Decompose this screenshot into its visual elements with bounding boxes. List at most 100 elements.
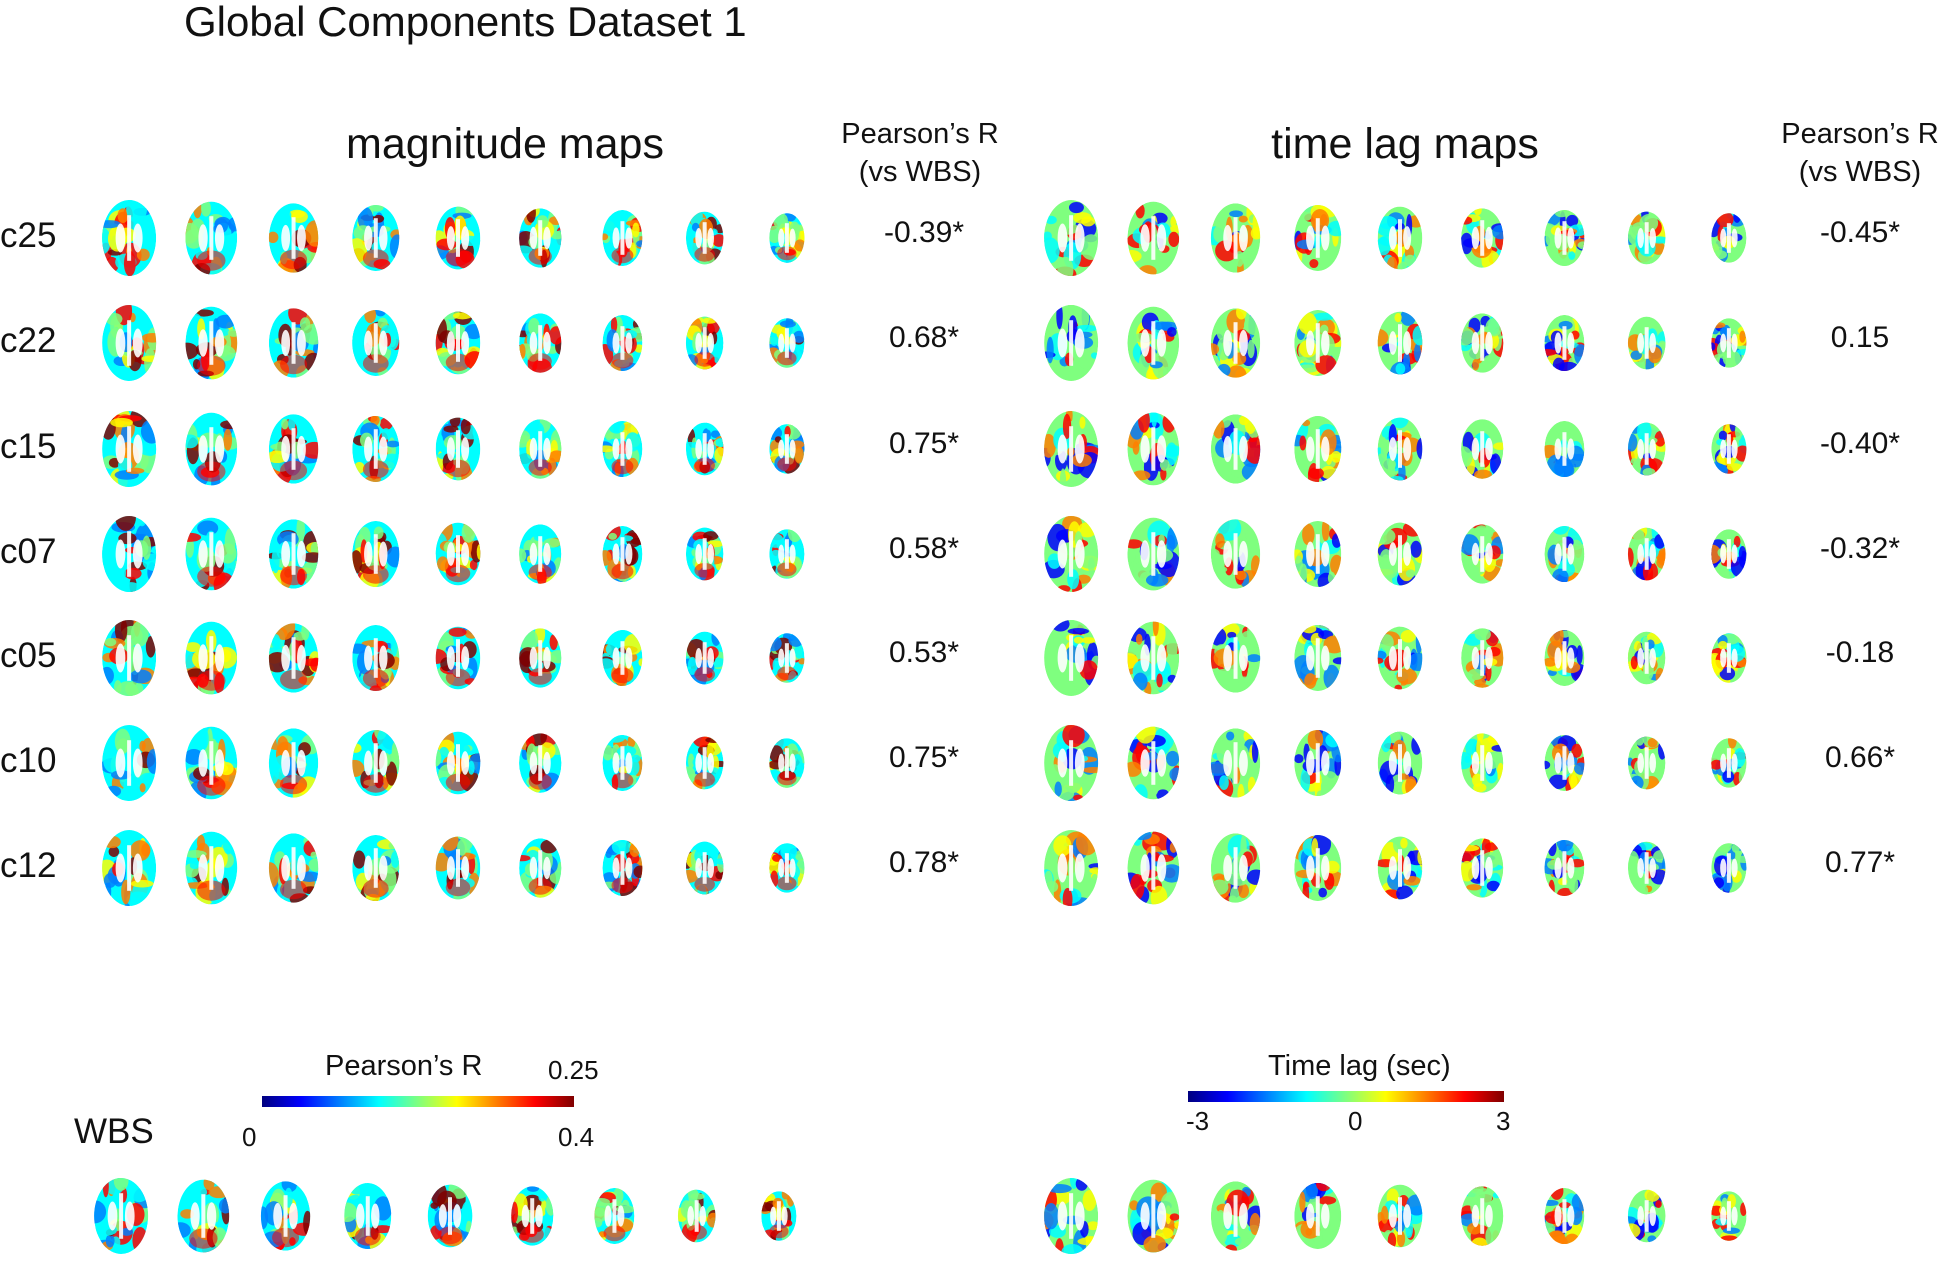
magnitude-pearson-r: 0.53*	[888, 636, 960, 669]
magnitude-map-strip-c15	[88, 399, 828, 499]
brain-slice	[1544, 420, 1585, 478]
brain-slice	[1210, 308, 1261, 378]
brain-slice	[1377, 731, 1423, 795]
magnitude-maps-title: magnitude maps	[346, 120, 664, 168]
brain-slice	[685, 211, 724, 265]
brain-slice	[1544, 209, 1585, 267]
brain-slice	[602, 839, 643, 897]
brain-slice	[1377, 626, 1423, 690]
row-label: c05	[0, 636, 57, 675]
brain-slice	[769, 843, 805, 893]
brain-slice	[1294, 834, 1342, 902]
timelag-pearson-r: 0.66*	[1824, 741, 1896, 774]
magnitude-pearson-r: 0.78*	[888, 846, 960, 879]
brain-slice	[435, 522, 481, 586]
brain-slice	[1461, 838, 1504, 898]
row-label: c07	[0, 532, 57, 571]
wbs-magnitude-strip	[80, 1166, 820, 1266]
brain-slice	[1044, 411, 1099, 487]
brain-slice	[352, 309, 400, 377]
brain-slice	[1461, 313, 1504, 373]
row-label: c12	[0, 846, 57, 885]
brain-slice	[102, 305, 157, 381]
brain-slice	[102, 516, 157, 592]
timelag-pearson-r: -0.45*	[1819, 216, 1901, 249]
brain-slice	[1127, 517, 1180, 591]
brain-slice	[352, 415, 400, 483]
row-label: c10	[0, 741, 57, 780]
brain-slice	[1294, 415, 1342, 483]
brain-slice	[185, 306, 238, 380]
brain-slice	[519, 733, 562, 793]
brain-slice	[685, 527, 724, 581]
brain-slice	[1210, 203, 1261, 273]
brain-slice	[1544, 629, 1585, 687]
magnitude-map-strip-c22	[88, 293, 828, 393]
brain-slice	[519, 313, 562, 373]
brain-slice	[352, 624, 400, 692]
brain-slice	[685, 422, 724, 476]
brain-slice	[602, 314, 643, 372]
brain-slice	[344, 1182, 392, 1250]
brain-slice	[1127, 1179, 1180, 1253]
brain-slice	[1461, 524, 1504, 584]
brain-slice	[1544, 314, 1585, 372]
timelag-pearson-r: -0.32*	[1819, 532, 1901, 565]
brain-slice	[511, 1186, 554, 1246]
brain-slice	[1461, 1186, 1504, 1246]
magnitude-corr-header-line1: Pearson’s R	[841, 118, 999, 150]
brain-slice	[268, 308, 319, 378]
brain-slice	[519, 628, 562, 688]
brain-slice	[519, 838, 562, 898]
magnitude-map-strip-c12	[88, 818, 828, 918]
brain-slice	[1627, 211, 1666, 265]
timelag-map-strip-c25	[1030, 188, 1770, 288]
brain-slice	[594, 1187, 635, 1245]
brain-slice	[602, 525, 643, 583]
brain-slice	[769, 424, 805, 474]
brain-slice	[1377, 206, 1423, 270]
magnitude-map-strip-c10	[88, 713, 828, 813]
brain-slice	[435, 836, 481, 900]
magnitude-map-strip-c07	[88, 504, 828, 604]
brain-slice	[1294, 624, 1342, 692]
brain-slice	[185, 517, 238, 591]
magnitude-corr-header: Pearson’s R (vs WBS)	[830, 115, 1010, 191]
brain-slice	[602, 629, 643, 687]
brain-slice	[602, 209, 643, 267]
brain-slice	[1210, 1181, 1261, 1251]
timelag-map-strip-c07	[1030, 504, 1770, 604]
brain-slice	[102, 411, 157, 487]
brain-slice	[435, 626, 481, 690]
wbs-timelag-strip	[1030, 1166, 1770, 1266]
brain-slice	[1127, 726, 1180, 800]
brain-slice	[435, 731, 481, 795]
brain-slice	[1210, 833, 1261, 903]
brain-slice	[1294, 204, 1342, 272]
timelag-colorbar-tick-mid: 0	[1348, 1106, 1363, 1136]
row-label: c25	[0, 216, 57, 255]
timelag-pearson-r: 0.15	[1830, 321, 1890, 354]
brain-slice	[769, 738, 805, 788]
magnitude-corr-header-line2: (vs WBS)	[858, 156, 982, 188]
brain-slice	[1711, 529, 1747, 579]
brain-slice	[1544, 734, 1585, 792]
brain-slice	[519, 524, 562, 584]
brain-slice	[602, 420, 643, 478]
brain-slice	[1627, 631, 1666, 685]
wbs-label: WBS	[74, 1112, 154, 1151]
brain-slice	[1210, 414, 1261, 484]
brain-slice	[1711, 424, 1747, 474]
brain-slice	[1711, 318, 1747, 368]
brain-slice	[1711, 213, 1747, 263]
brain-slice	[1377, 417, 1423, 481]
brain-slice	[268, 519, 319, 589]
brain-slice	[1544, 839, 1585, 897]
brain-slice	[177, 1179, 230, 1253]
brain-slice	[1711, 738, 1747, 788]
brain-slice	[1711, 633, 1747, 683]
timelag-pearson-r: 0.77*	[1824, 846, 1896, 879]
magnitude-map-strip-c25	[88, 188, 828, 288]
brain-slice	[1127, 306, 1180, 380]
brain-slice	[185, 201, 238, 275]
